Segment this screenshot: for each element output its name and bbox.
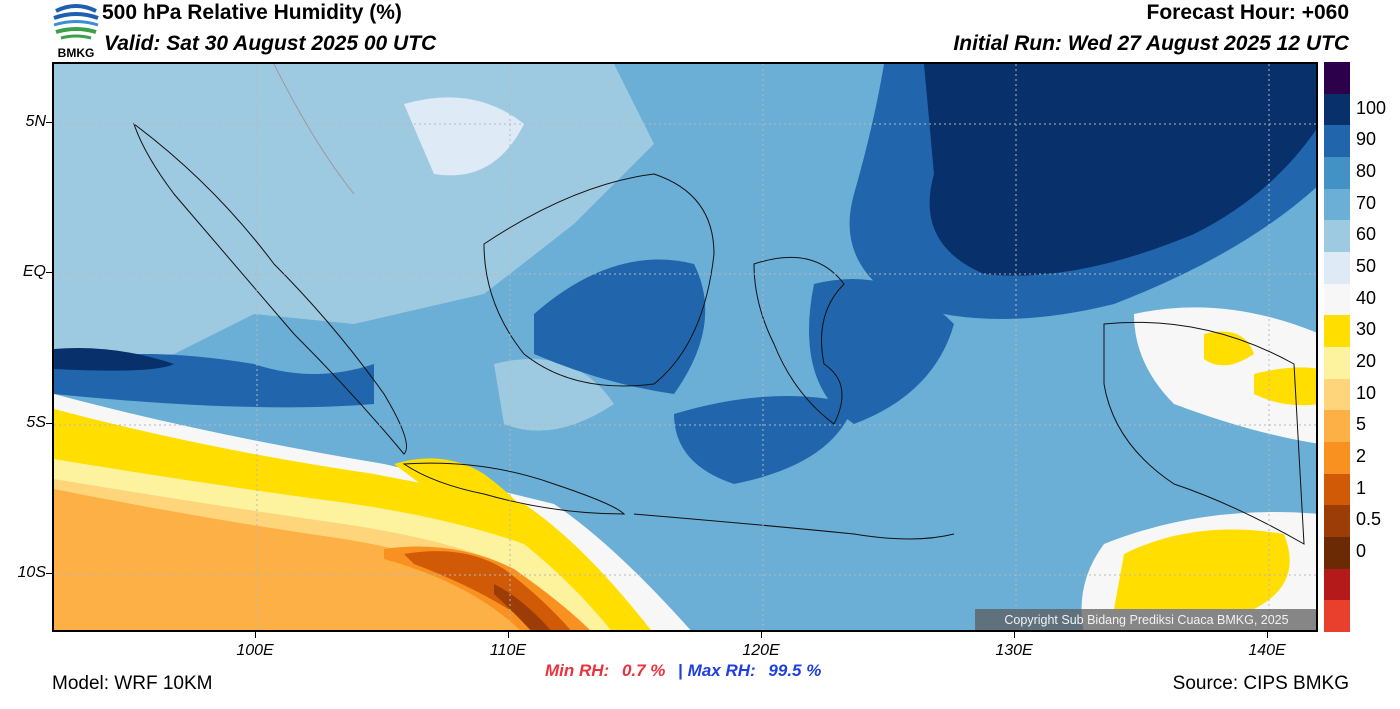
lon-tick-110e bbox=[508, 632, 509, 638]
min-rh-label: Min RH: bbox=[545, 661, 610, 680]
rh-min-max: Min RH: 0.7 % | Max RH: 99.5 % bbox=[545, 661, 821, 681]
lat-tick-5n bbox=[46, 122, 52, 123]
coast-malay-peninsula bbox=[273, 64, 355, 195]
coast-nusa-tenggara bbox=[633, 513, 955, 540]
lon-label-110e: 110E bbox=[489, 642, 527, 659]
lon-tick-100e bbox=[255, 632, 256, 638]
colorbar-swatch bbox=[1324, 93, 1350, 126]
field-light-central bbox=[494, 359, 614, 431]
colorbar-label: 90 bbox=[1356, 129, 1377, 150]
field-yellow-java bbox=[394, 458, 534, 524]
field-blue-sulawesi bbox=[809, 279, 954, 424]
lat-label-10s: 10S bbox=[17, 564, 46, 581]
colorbar-label: 30 bbox=[1356, 319, 1377, 340]
colorbar-label: 0.5 bbox=[1356, 509, 1382, 530]
colorbar-swatch bbox=[1324, 378, 1350, 411]
colorbar-swatch bbox=[1324, 220, 1350, 253]
lon-label-130e: 130E bbox=[995, 642, 1033, 659]
colorbar-label: 20 bbox=[1356, 350, 1377, 371]
lat-tick-5s bbox=[46, 423, 52, 424]
field-blue-central bbox=[674, 396, 854, 484]
colorbar-label: 100 bbox=[1356, 97, 1387, 118]
lon-label-120e: 120E bbox=[742, 642, 780, 659]
field-yellow-se bbox=[1114, 529, 1290, 609]
coast-sumatra bbox=[133, 122, 407, 455]
lat-label-5n: 5N bbox=[25, 113, 46, 130]
colorbar-swatch bbox=[1324, 600, 1350, 633]
model-label: Model: WRF 10KM bbox=[52, 673, 213, 694]
lat-tick-10s bbox=[46, 573, 52, 574]
lat-label-5s: 5S bbox=[26, 414, 46, 431]
field-white-east bbox=[1134, 307, 1316, 444]
colorbar-swatch bbox=[1324, 537, 1350, 570]
colorbar-label: 5 bbox=[1356, 414, 1367, 435]
colorbar-swatch bbox=[1324, 347, 1350, 380]
lon-tick-140e bbox=[1267, 632, 1268, 638]
colorbar-swatch bbox=[1324, 315, 1350, 348]
coast-borneo bbox=[483, 173, 715, 387]
lon-tick-120e bbox=[761, 632, 762, 638]
lon-label-140e: 140E bbox=[1248, 642, 1286, 659]
coastlines bbox=[133, 64, 1305, 545]
min-max-separator: | bbox=[678, 661, 683, 680]
colorbar-swatch bbox=[1324, 442, 1350, 475]
colorbar-label: 2 bbox=[1356, 445, 1367, 466]
colorbar-swatch bbox=[1324, 283, 1350, 316]
colorbar-label: 50 bbox=[1356, 255, 1377, 276]
field-pale-north bbox=[404, 97, 524, 176]
lat-tick-eq bbox=[46, 272, 52, 273]
colorbar-swatch bbox=[1324, 252, 1350, 285]
colorbar-label: 10 bbox=[1356, 382, 1377, 403]
colorbar-swatch bbox=[1324, 125, 1350, 158]
coast-java bbox=[402, 462, 626, 515]
max-rh-value: 99.5 % bbox=[768, 661, 822, 680]
colorbar-swatch bbox=[1324, 505, 1350, 538]
colorbar-swatch bbox=[1324, 568, 1350, 601]
min-rh-value: 0.7 % bbox=[621, 661, 666, 680]
humidity-map: Copyright Sub Bidang Prediksi Cuaca BMKG… bbox=[52, 62, 1318, 632]
max-rh-label: Max RH: bbox=[687, 661, 756, 680]
field-orange-sw bbox=[54, 489, 569, 630]
field-navy-ne bbox=[924, 64, 1316, 276]
colorbar-label: 0 bbox=[1356, 540, 1367, 561]
lon-tick-130e bbox=[1014, 632, 1015, 638]
field-blue-borneo bbox=[534, 259, 706, 394]
colorbar-swatch bbox=[1324, 410, 1350, 443]
colorbar bbox=[1324, 62, 1350, 633]
grid-lines bbox=[54, 64, 1316, 630]
forecast-hour: Forecast Hour: +060 bbox=[1146, 1, 1350, 24]
colorbar-swatch bbox=[1324, 473, 1350, 506]
field-brown-sw bbox=[494, 584, 551, 630]
bmkg-logo: BMKG bbox=[51, 1, 101, 61]
logo-text: BMKG bbox=[58, 46, 95, 60]
humidity-field bbox=[54, 64, 1316, 630]
colorbar-label: 70 bbox=[1356, 192, 1377, 213]
lat-label-eq: EQ bbox=[22, 263, 46, 280]
colorbar-label: 80 bbox=[1356, 160, 1377, 181]
colorbar-label: 60 bbox=[1356, 224, 1377, 245]
coast-sulawesi bbox=[753, 256, 845, 425]
initial-run: Initial Run: Wed 27 August 2025 12 UTC bbox=[953, 32, 1349, 55]
colorbar-label: 40 bbox=[1356, 287, 1377, 308]
chart-title: 500 hPa Relative Humidity (%) bbox=[102, 1, 402, 24]
lon-label-100e: 100E bbox=[236, 642, 274, 659]
colorbar-swatch bbox=[1324, 157, 1350, 190]
colorbar-swatch bbox=[1324, 62, 1350, 95]
colorbar-label: 1 bbox=[1356, 477, 1367, 498]
coast-papua bbox=[1103, 321, 1305, 545]
source-label: Source: CIPS BMKG bbox=[1172, 673, 1349, 694]
valid-time: Valid: Sat 30 August 2025 00 UTC bbox=[104, 32, 437, 55]
copyright-notice: Copyright Sub Bidang Prediksi Cuaca BMKG… bbox=[975, 609, 1316, 630]
field-navy-west-band bbox=[54, 348, 174, 371]
colorbar-swatch bbox=[1324, 188, 1350, 221]
